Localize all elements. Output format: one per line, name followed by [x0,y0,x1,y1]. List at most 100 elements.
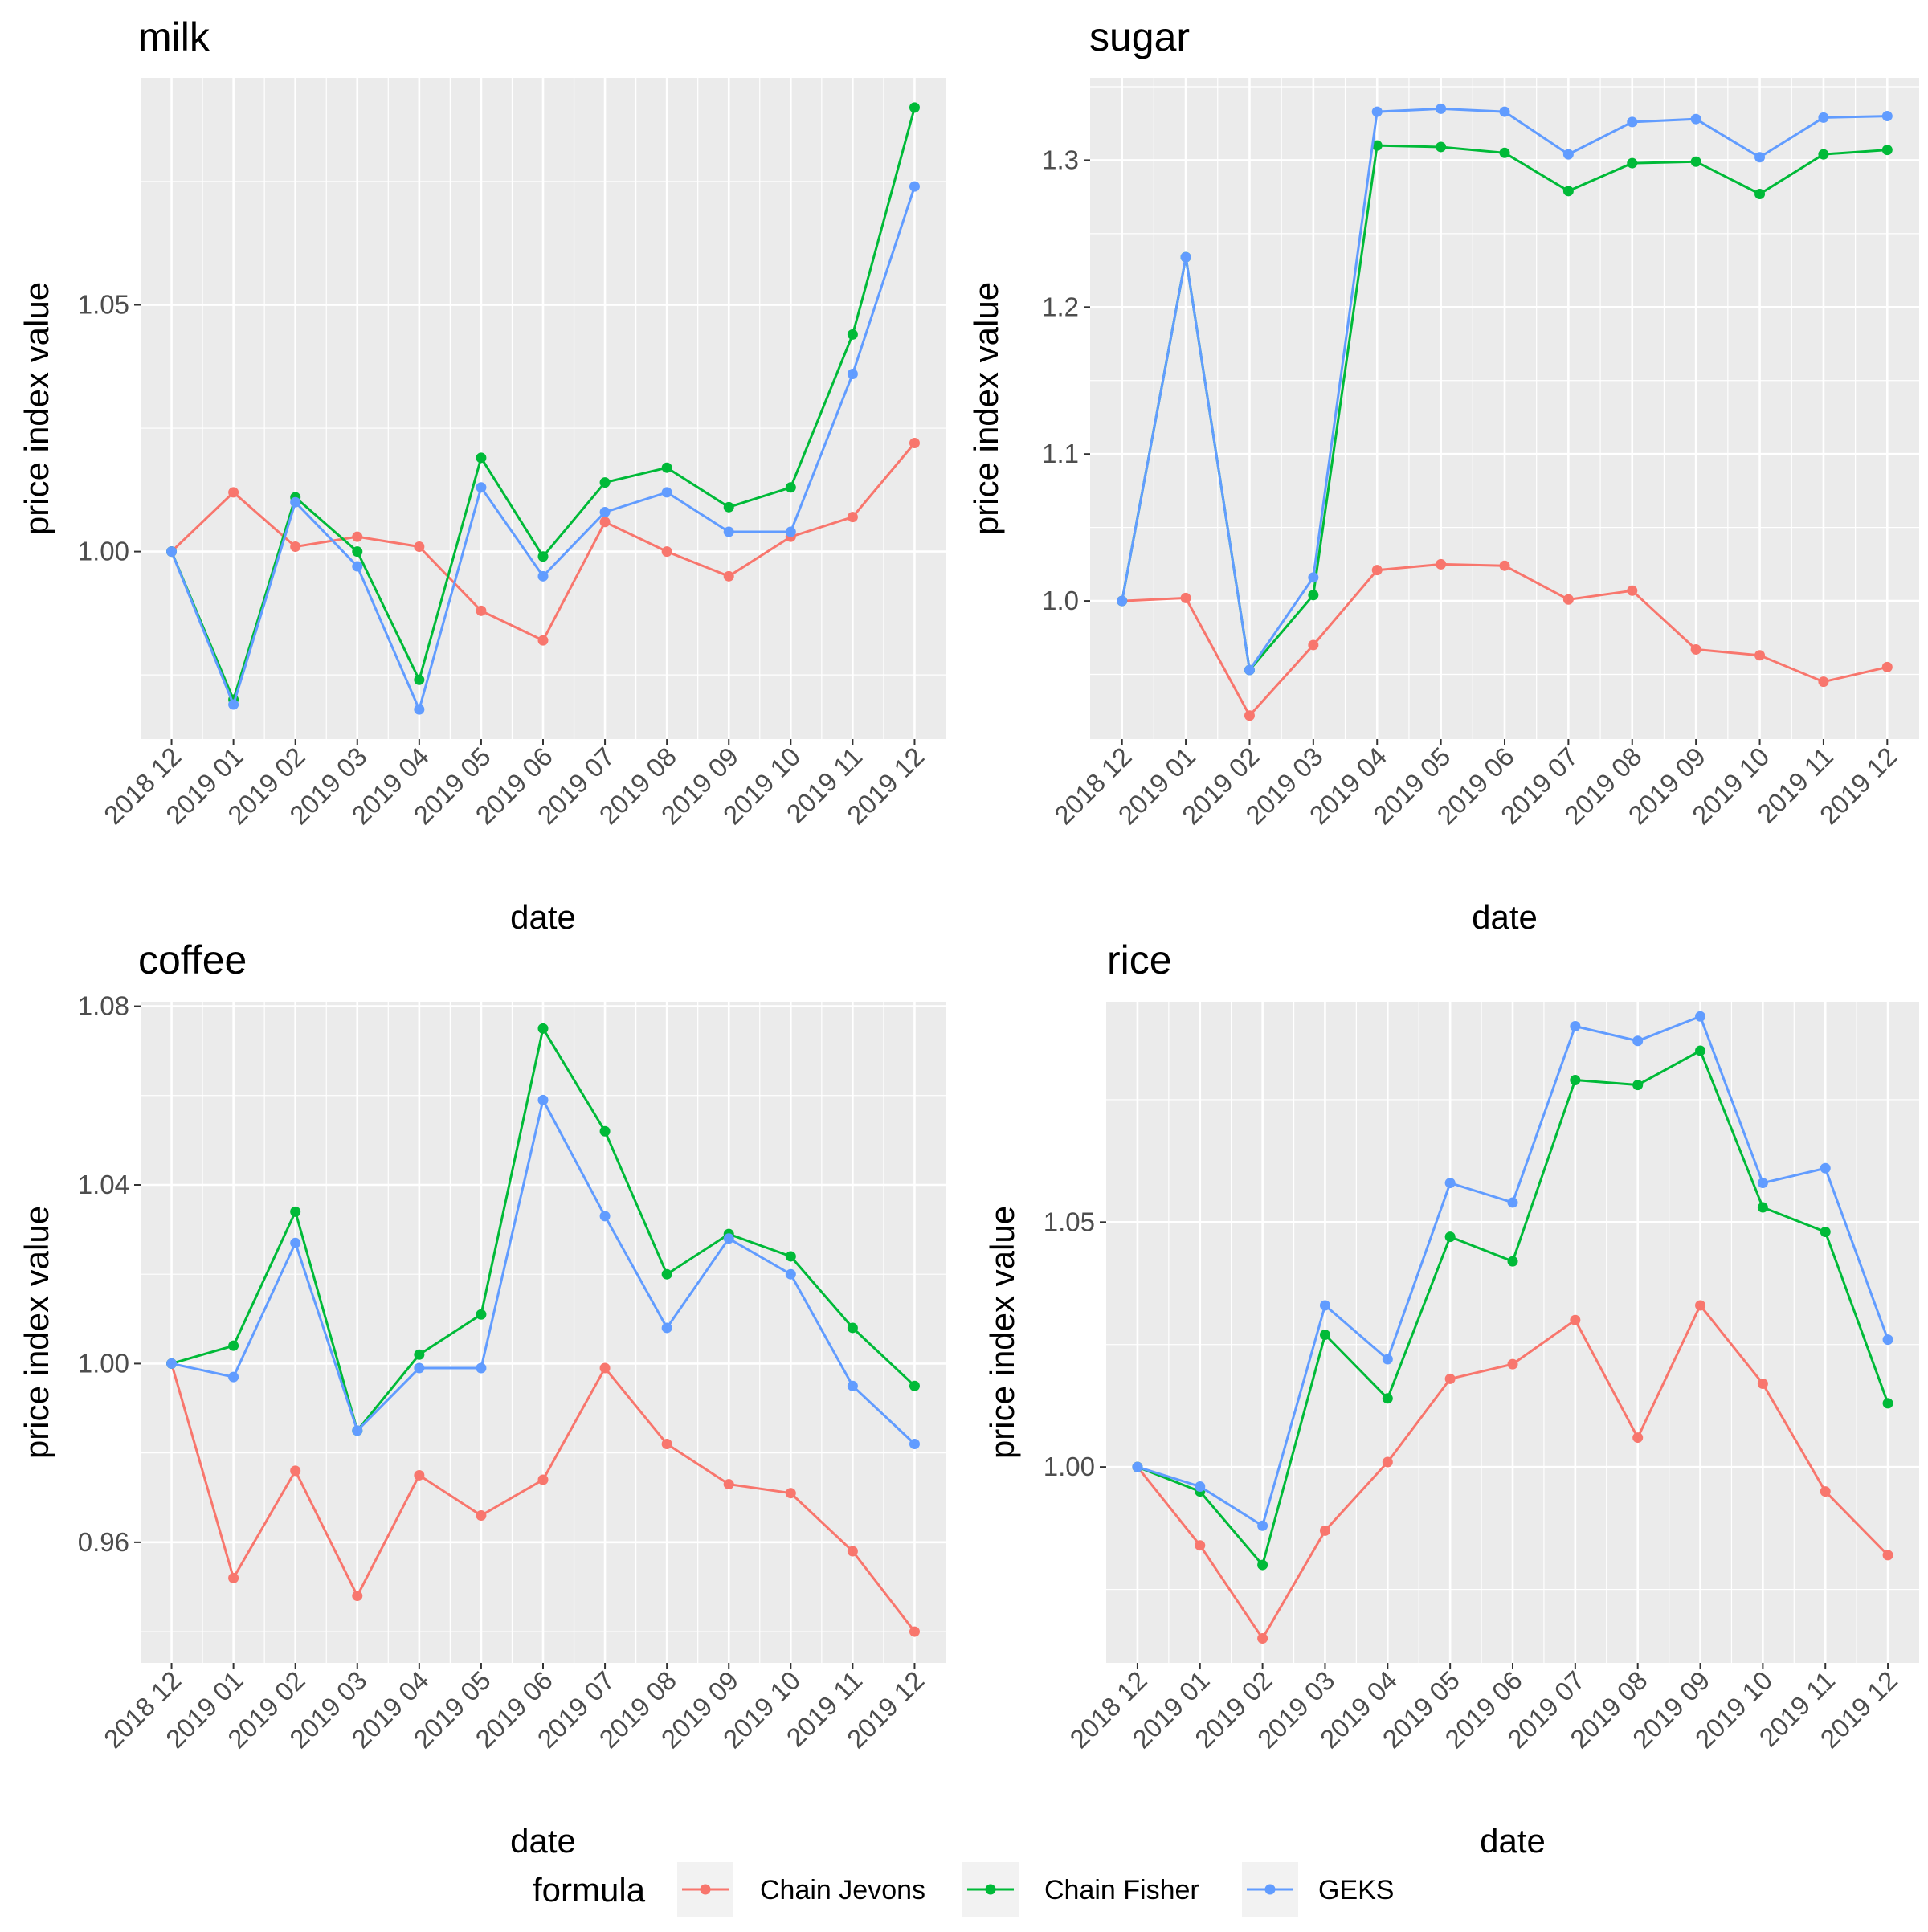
legend-key-point [985,1884,996,1895]
data-point [847,369,858,380]
data-point [1632,1080,1644,1091]
data-point [1257,1520,1268,1531]
data-point [1818,676,1829,688]
data-point [476,452,487,464]
series-geks [166,181,920,715]
data-point [909,1626,920,1637]
data-point [1371,140,1383,151]
data-point [847,512,858,523]
data-point [1180,592,1191,603]
data-point [1444,1231,1456,1243]
data-point [414,674,425,685]
data-point [723,501,734,513]
y-tick-label: 1.00 [78,1348,129,1378]
data-point [352,561,363,572]
data-point [1882,1398,1893,1409]
data-point [1180,251,1191,263]
data-point [537,1474,549,1485]
data-point [290,1206,301,1217]
data-point [1507,1256,1518,1267]
data-point [661,487,672,498]
data-point [166,546,178,558]
data-point [1818,112,1829,123]
series-geks [1132,1011,1893,1531]
data-point [1695,1011,1706,1022]
legend-item-chain-jevons: Chain Jevons [677,1862,925,1917]
data-point [414,1349,425,1360]
data-point [537,635,549,646]
data-point [1562,594,1574,605]
data-point [1244,710,1255,721]
data-point [1436,141,1447,153]
panel-title: milk [138,14,210,59]
data-point [352,1425,363,1436]
data-point [1627,116,1638,128]
data-point [909,181,920,192]
data-point [661,1439,672,1450]
data-point [847,1322,858,1334]
data-point [166,1358,178,1369]
data-point [1570,1075,1581,1086]
data-point [1195,1481,1206,1493]
data-point [1308,590,1319,601]
data-point [1690,643,1701,655]
legend-key-point [700,1884,711,1895]
data-point [1754,152,1766,163]
data-point [537,551,549,562]
data-point [476,1309,487,1320]
data-point [909,437,920,448]
data-point [537,1094,549,1105]
y-tick-label: 1.0 [1042,586,1079,615]
data-point [476,605,487,616]
x-axis-title: date [1480,1822,1546,1860]
data-point [228,699,239,710]
data-point [1382,1354,1393,1365]
data-point [1820,1486,1831,1497]
panel-title: rice [1107,937,1172,982]
data-point [847,329,858,340]
data-point [1818,149,1829,160]
data-point [1308,572,1319,583]
y-axis-title: price index value [967,282,1005,535]
data-point [352,531,363,542]
legend-item-geks: GEKS [1242,1862,1394,1917]
data-point [537,1023,549,1034]
data-point [1257,1633,1268,1644]
data-point [723,1479,734,1490]
data-point [290,541,301,552]
data-point [1436,103,1447,114]
data-point [290,496,301,508]
data-point [228,1371,239,1383]
legend-title: formula [533,1871,646,1909]
data-point [1117,595,1128,607]
data-point [599,1125,611,1137]
data-point [1499,147,1510,158]
data-point [414,541,425,552]
data-point [1757,1178,1768,1189]
data-point [661,1268,672,1280]
x-axis-title: date [510,1822,576,1860]
data-point [1695,1300,1706,1311]
legend-label: Chain Jevons [760,1875,925,1905]
data-point [1820,1162,1831,1174]
data-point [1690,156,1701,167]
data-point [785,1251,796,1262]
data-point [909,102,920,113]
data-point [476,1509,487,1521]
data-point [599,1211,611,1222]
data-point [723,1233,734,1244]
data-point [1319,1525,1330,1536]
data-point [1132,1461,1143,1472]
data-point [1507,1197,1518,1208]
data-point [1499,560,1510,571]
legend: formula Chain Jevons Chain Fisher GEKS [533,1862,1394,1917]
legend-key-point [1264,1884,1276,1895]
data-point [228,487,239,498]
data-point [909,1439,920,1450]
data-point [476,482,487,493]
data-point [1570,1020,1581,1031]
